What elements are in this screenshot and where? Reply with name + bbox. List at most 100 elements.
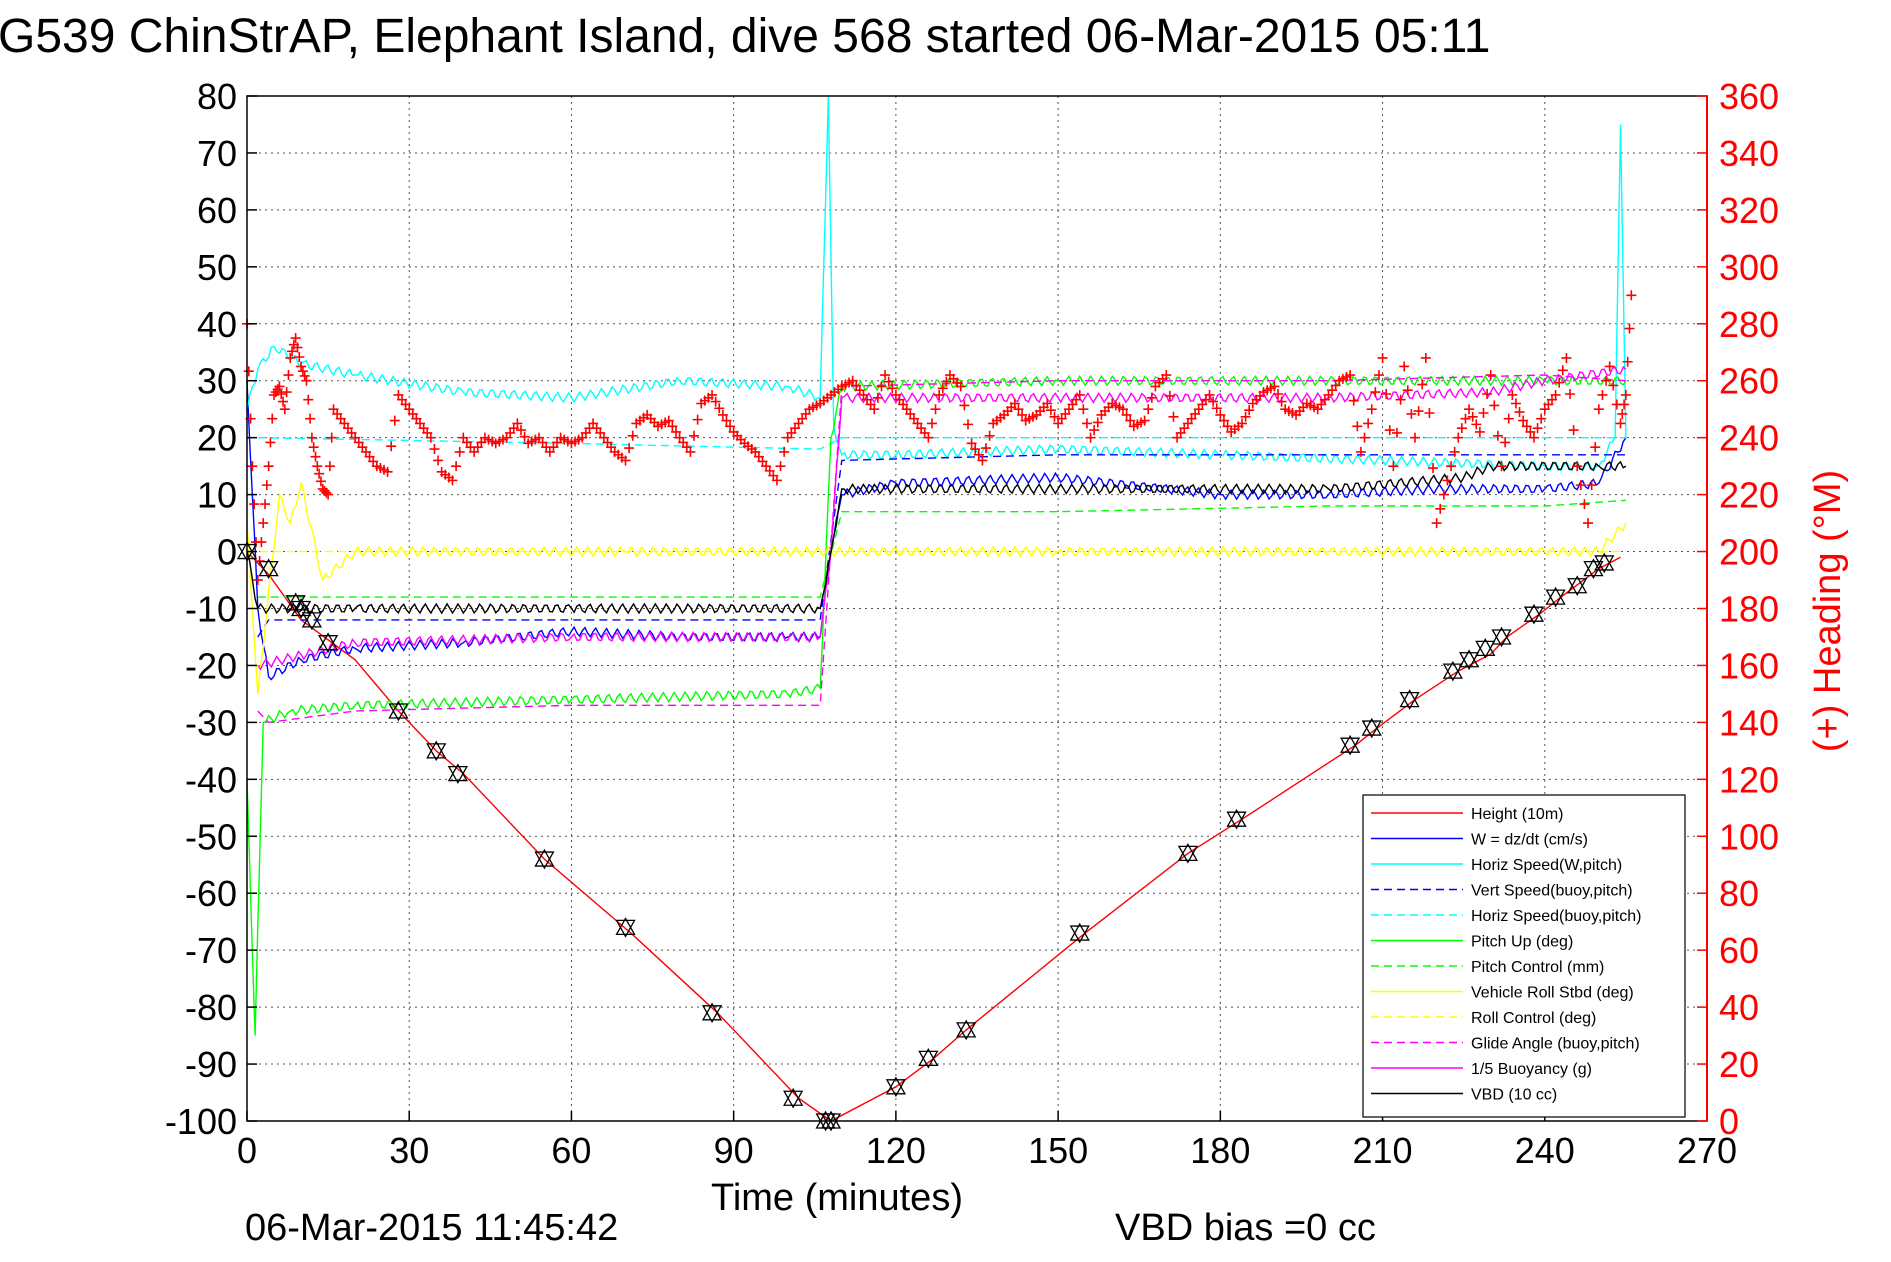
heading-point	[1139, 415, 1150, 426]
heading-point	[1626, 290, 1637, 301]
height-marker-down	[1339, 737, 1361, 756]
legend-label: Roll Control (deg)	[1471, 1010, 1596, 1027]
chart-title: G539 ChinStrAP, Elephant Island, dive 56…	[0, 10, 1491, 63]
height-marker-down	[258, 560, 279, 579]
legend-label: Vehicle Roll Stbd (deg)	[1471, 985, 1634, 1002]
heading-point	[296, 361, 307, 372]
legend-box	[1362, 794, 1686, 1118]
height-marker-down	[615, 919, 636, 938]
heading-point	[1417, 379, 1428, 390]
y2-tick-label: 200	[1719, 532, 1779, 573]
legend-items: Height (10m) W = dz/dt (cm/s) Horiz Speed(…	[1371, 806, 1641, 1104]
heading-point	[283, 370, 294, 381]
heading-point	[1045, 405, 1056, 416]
heading-point	[1617, 408, 1628, 419]
y-tick-label: -90	[185, 1044, 237, 1085]
heading-point	[1395, 394, 1406, 405]
heading-point	[1146, 392, 1157, 403]
heading-point	[627, 430, 638, 441]
height-marker-down	[1594, 555, 1615, 574]
heading-point	[1431, 518, 1442, 529]
heading-point	[305, 413, 316, 424]
heading-point	[1363, 418, 1374, 429]
heading-point	[1503, 413, 1514, 424]
heading-point	[962, 419, 973, 430]
height-marker-up	[317, 632, 339, 651]
heading-point	[883, 376, 894, 387]
legend-label: VBD (10 cc)	[1471, 1087, 1557, 1104]
y2-tick-label: 240	[1719, 418, 1779, 459]
height-marker-down	[534, 851, 555, 870]
heading-point	[1381, 389, 1392, 400]
height-marker-down	[820, 1113, 842, 1132]
heading-point	[389, 415, 400, 426]
height-marker-up	[820, 1110, 842, 1129]
heading-point	[1619, 399, 1630, 410]
y2-axis-label: (+) Heading (°M)	[1807, 470, 1849, 752]
height-marker-up	[258, 558, 279, 577]
y-tick-label: -80	[185, 987, 237, 1028]
heading-layer	[242, 290, 1637, 586]
heading-point	[301, 375, 312, 386]
heading-point	[1377, 352, 1388, 363]
y-tick-label: -30	[185, 702, 237, 743]
heading-point	[1420, 352, 1431, 363]
heading-point	[1218, 415, 1229, 426]
height-marker-up	[534, 848, 555, 867]
height-marker-up	[615, 917, 636, 936]
height-marker-down	[1475, 640, 1496, 659]
heading-point	[1615, 418, 1626, 429]
heading-point	[941, 376, 952, 387]
heading-point	[310, 451, 321, 462]
y2-tick-label: 40	[1719, 987, 1759, 1028]
y2-tick-label: 80	[1719, 873, 1759, 914]
y-tick-label: 10	[197, 475, 237, 516]
height-marker-up	[701, 1002, 723, 1021]
marker-layer	[236, 541, 1615, 1132]
heading-point	[1009, 398, 1020, 409]
heading-point	[281, 387, 292, 398]
legend-label: 1/5 Buoyancy (g)	[1471, 1061, 1592, 1078]
x-tick-label: 60	[551, 1130, 591, 1171]
y-tick-label: 40	[197, 304, 237, 345]
series-line-9	[257, 374, 1626, 724]
height-marker-up	[1399, 689, 1420, 708]
height-marker-down	[885, 1079, 907, 1098]
legend-label: Height (10m)	[1471, 806, 1563, 823]
heading-point	[1164, 390, 1175, 401]
heading-point	[1269, 381, 1280, 392]
heading-point	[382, 466, 393, 477]
height-marker-down	[956, 1022, 977, 1041]
heading-point	[1204, 389, 1215, 400]
height-marker-up	[388, 700, 409, 719]
height-marker-up	[301, 609, 323, 628]
x-tick-label: 150	[1028, 1130, 1088, 1171]
heading-point	[314, 468, 325, 479]
height-marker-down	[1458, 652, 1480, 671]
heading-point	[1471, 419, 1482, 430]
heading-point	[451, 461, 462, 472]
heading-point	[512, 418, 523, 429]
heading-point	[1449, 446, 1460, 457]
heading-point	[981, 443, 992, 454]
footer-timestamp: 06-Mar-2015 11:45:42	[245, 1207, 618, 1249]
heading-point	[261, 480, 272, 491]
heading-point	[771, 475, 782, 486]
heading-point	[667, 421, 678, 432]
heading-point	[323, 489, 334, 500]
heading-point	[1399, 361, 1410, 372]
heading-point	[299, 370, 310, 381]
heading-point	[624, 443, 635, 454]
heading-point	[249, 499, 260, 510]
height-marker-down	[1545, 589, 1566, 608]
heading-point	[1085, 432, 1096, 443]
heading-point	[1143, 404, 1154, 415]
series-layer	[246, 95, 1627, 1122]
heading-point	[433, 455, 444, 466]
heading-point	[1438, 489, 1449, 500]
heading-point	[315, 476, 326, 487]
heading-point	[707, 389, 718, 400]
heading-point	[779, 446, 790, 457]
heading-point	[1460, 413, 1471, 424]
heading-point	[1013, 404, 1024, 415]
